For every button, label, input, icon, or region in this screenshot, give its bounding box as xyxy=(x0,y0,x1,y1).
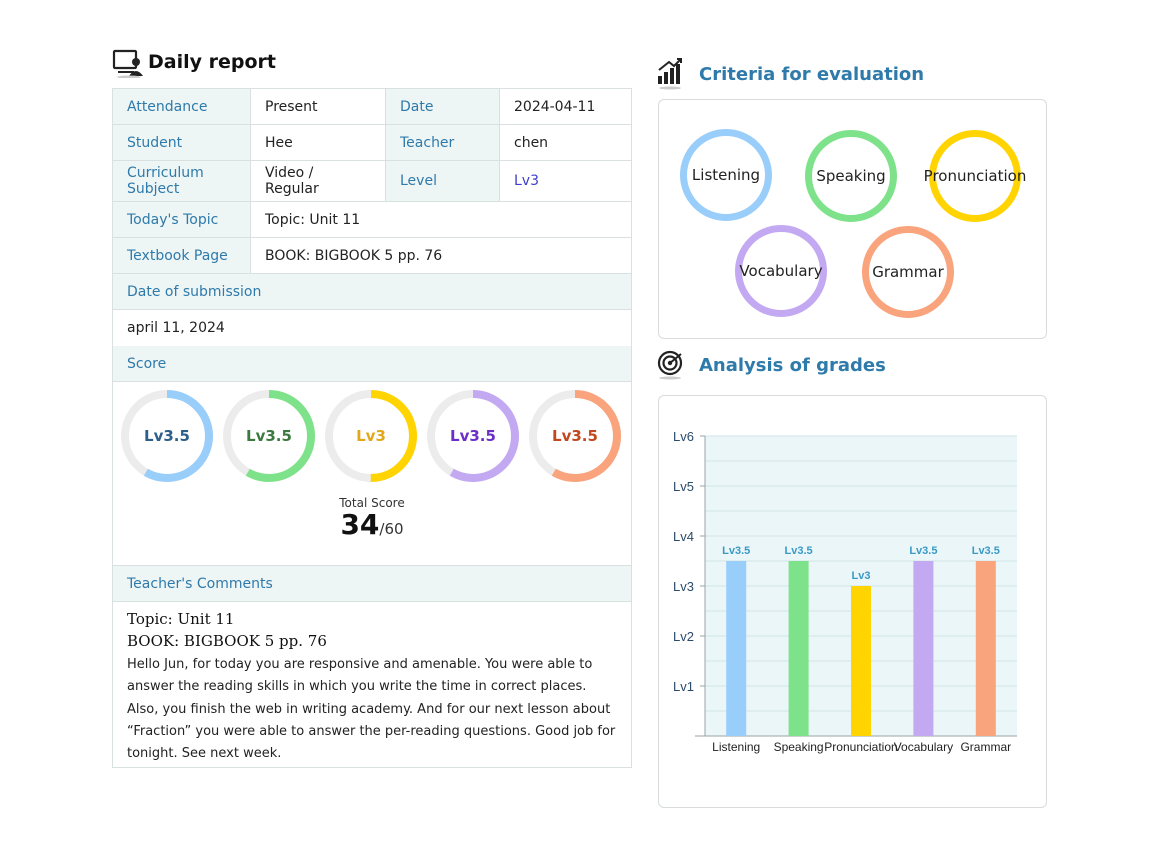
chart-trend-icon xyxy=(658,58,682,90)
criteria-label: Vocabulary xyxy=(739,262,823,280)
donut-speaking: Lv3.5 xyxy=(223,390,315,482)
total-score: Total Score 34/60 xyxy=(113,496,631,540)
topic-value: Topic: Unit 11 xyxy=(250,201,632,238)
criteria-label: Pronunciation xyxy=(923,167,1027,185)
bar xyxy=(726,561,747,736)
donut-label: Lv3.5 xyxy=(552,427,598,445)
criteria-card: Listening Speaking Pronunciation Vocabul… xyxy=(658,99,1047,339)
textbook-label: Textbook Page xyxy=(112,237,251,274)
score-donuts: Lv3.5 Lv3.5 Lv3 Lv3.5 Lv3.5 xyxy=(121,390,625,482)
bar xyxy=(788,561,809,736)
date-label: Date xyxy=(385,88,500,125)
criteria-circle-grammar: Grammar xyxy=(862,226,954,318)
target-icon xyxy=(657,350,683,380)
criteria-circle-listening: Listening xyxy=(680,129,772,221)
textbook-value: BOOK: BIGBOOK 5 pp. 76 xyxy=(250,237,632,274)
curriculum-label: Curriculum Subject xyxy=(112,160,251,202)
donut-arc xyxy=(529,390,621,482)
curriculum-value: Video / Regular xyxy=(250,160,386,202)
y-tick-label: Lv5 xyxy=(673,479,694,494)
donut-arc xyxy=(325,390,417,482)
criteria-circle-pronunciation: Pronunciation xyxy=(924,130,1026,222)
donut-grammar: Lv3.5 xyxy=(529,390,621,482)
student-label: Student xyxy=(112,124,251,161)
x-tick-label: Vocabulary xyxy=(894,740,953,754)
y-tick-label: Lv4 xyxy=(673,529,694,544)
bar-data-label: Lv3.5 xyxy=(722,545,750,557)
teacher-label: Teacher xyxy=(385,124,500,161)
submission-value: april 11, 2024 xyxy=(127,320,225,336)
level-value[interactable]: Lv3 xyxy=(499,160,632,202)
bar xyxy=(851,586,871,736)
score-label: Score xyxy=(113,346,631,382)
criteria-circle-speaking: Speaking xyxy=(805,130,897,222)
donut-vocabulary: Lv3.5 xyxy=(427,390,519,482)
bar-data-label: Lv3.5 xyxy=(972,545,1000,557)
date-value: 2024-04-11 xyxy=(499,88,632,125)
x-tick-label: Speaking xyxy=(774,740,824,754)
donut-arc xyxy=(223,390,315,482)
total-score-label: Total Score xyxy=(339,496,405,510)
donut-label: Lv3.5 xyxy=(450,427,496,445)
comment-book: BOOK: BIGBOOK 5 pp. 76 xyxy=(127,632,327,650)
x-tick-label: Pronunciation xyxy=(824,740,897,754)
donut-label: Lv3.5 xyxy=(246,427,292,445)
grades-bar-chart: Lv1 Lv2 Lv3 Lv4 Lv5 Lv6 Lv3.5 Listening Lv3.5 Spe… xyxy=(673,429,1017,754)
topic-label: Today's Topic xyxy=(112,201,251,238)
bar xyxy=(975,561,996,736)
score-section: Score Lv3.5 Lv3.5 Lv3 Lv3.5 Lv3.5 Total … xyxy=(112,346,632,566)
criteria-label: Listening xyxy=(691,166,761,184)
criteria-label: Grammar xyxy=(872,263,944,281)
teacher-board-icon xyxy=(112,49,143,78)
comments-label: Teacher's Comments xyxy=(113,566,631,602)
bar-data-label: Lv3 xyxy=(852,570,871,582)
donut-arc xyxy=(121,390,213,482)
analysis-card: Lv1 Lv2 Lv3 Lv4 Lv5 Lv6 Lv3.5 Listening Lv3.5 Spe… xyxy=(658,395,1047,808)
x-tick-label: Listening xyxy=(712,740,760,754)
bar xyxy=(913,561,934,736)
analysis-title: Analysis of grades xyxy=(699,354,886,376)
x-tick-label: Grammar xyxy=(960,740,1011,754)
donut-label: Lv3 xyxy=(356,427,386,445)
comments-section: Teacher's Comments Topic: Unit 11 BOOK: … xyxy=(112,566,632,768)
level-label: Level xyxy=(385,160,500,202)
y-tick-label: Lv1 xyxy=(673,679,694,694)
attendance-label: Attendance xyxy=(112,88,251,125)
bar-data-label: Lv3.5 xyxy=(909,545,937,557)
analysis-header: Analysis of grades xyxy=(657,350,886,380)
y-tick-label: Lv6 xyxy=(673,429,694,444)
daily-report-header: Daily report xyxy=(112,46,276,78)
donut-listening: Lv3.5 xyxy=(121,390,213,482)
donut-label: Lv3.5 xyxy=(144,427,190,445)
submission-section: Date of submission april 11, 2024 xyxy=(112,274,632,347)
bar-data-label: Lv3.5 xyxy=(785,545,813,557)
criteria-header: Criteria for evaluation xyxy=(657,58,924,90)
student-value: Hee xyxy=(250,124,386,161)
page-title: Daily report xyxy=(148,51,276,73)
comment-topic: Topic: Unit 11 xyxy=(127,610,235,628)
criteria-label: Speaking xyxy=(816,167,886,185)
y-tick-label: Lv3 xyxy=(673,579,694,594)
criteria-title: Criteria for evaluation xyxy=(699,63,925,85)
donut-pronunciation: Lv3 xyxy=(325,390,417,482)
submission-label: Date of submission xyxy=(113,274,631,310)
attendance-value: Present xyxy=(250,88,386,125)
donut-arc xyxy=(427,390,519,482)
report-info-table: Attendance Present Date 2024-04-11 Stude… xyxy=(112,88,632,274)
teacher-value: chen xyxy=(499,124,632,161)
y-tick-label: Lv2 xyxy=(673,629,694,644)
total-score-max: /60 xyxy=(379,520,404,538)
comment-text: Hello Jun, for today you are responsive … xyxy=(127,657,616,762)
criteria-circle-vocabulary: Vocabulary xyxy=(735,225,827,317)
total-score-value: 34 xyxy=(340,508,380,541)
